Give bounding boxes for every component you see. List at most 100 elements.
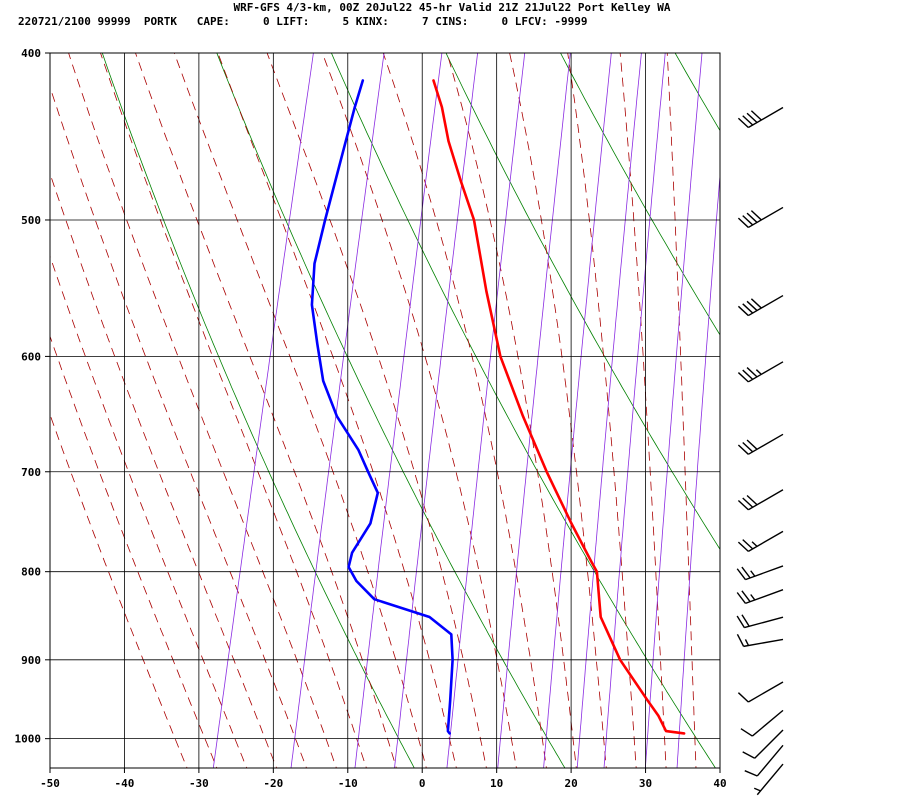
dry-adiabat xyxy=(330,53,716,768)
wind-barb xyxy=(737,206,784,229)
wind-barb xyxy=(744,744,784,777)
barb-half-feather xyxy=(750,594,756,601)
moist-adiabat xyxy=(50,172,278,768)
barb-feather xyxy=(746,439,758,450)
y-tick-label: 800 xyxy=(21,566,41,579)
barb-feather xyxy=(736,592,746,604)
wind-barb xyxy=(736,633,784,648)
barb-staff xyxy=(748,433,784,455)
mixing-ratio-line xyxy=(394,53,479,768)
y-tick-label: 400 xyxy=(21,47,41,60)
mixing-ratio-line xyxy=(497,53,571,768)
x-tick-label: -20 xyxy=(263,777,283,790)
mixing-ratio-line xyxy=(676,171,720,768)
barb-half-feather xyxy=(750,570,756,577)
barb-feather xyxy=(746,300,758,312)
barb-half-feather xyxy=(753,787,761,792)
x-tick-label: 10 xyxy=(490,777,503,790)
barb-feather xyxy=(750,110,762,121)
wind-barb xyxy=(737,361,784,383)
barb-feather xyxy=(740,728,753,737)
barb-staff xyxy=(748,106,784,129)
x-tick-label: 40 xyxy=(713,777,726,790)
barb-feather xyxy=(742,497,754,508)
barb-half-feather xyxy=(755,369,762,375)
barb-feather xyxy=(742,303,754,314)
mixing-ratio-line xyxy=(354,53,443,768)
moist-adiabat xyxy=(509,53,607,768)
mixing-ratio-line xyxy=(446,53,526,768)
y-tick-label: 900 xyxy=(21,654,41,667)
mixing-ratio-line xyxy=(290,53,385,768)
dry-adiabat xyxy=(101,53,415,768)
moist-adiabat xyxy=(321,53,517,768)
wind-barb xyxy=(737,530,784,552)
mixing-ratio-line xyxy=(543,53,612,768)
chart-title: WRF-GFS 4/3-km, 00Z 20Jul22 45-hr Valid … xyxy=(233,1,670,14)
wind-barb xyxy=(737,489,784,511)
mixing-ratio-line xyxy=(576,53,642,768)
barb-feather xyxy=(750,210,762,221)
dry-adiabat xyxy=(674,53,720,132)
barb-feather xyxy=(742,442,754,453)
x-tick-label: 20 xyxy=(564,777,577,790)
dry-adiabat xyxy=(767,15,900,776)
moist-adiabat xyxy=(619,53,667,768)
mixing-ratio-line xyxy=(603,53,666,768)
barb-feather xyxy=(737,444,749,455)
dry-adiabat xyxy=(879,15,900,776)
y-tick-label: 500 xyxy=(21,214,41,227)
wind-barb xyxy=(737,294,784,317)
moist-adiabat xyxy=(50,413,188,768)
barb-feather xyxy=(737,305,749,317)
plot-frame xyxy=(49,52,721,769)
mixing-ratio-line xyxy=(212,53,314,768)
barb-feather xyxy=(737,692,749,703)
barb-feather xyxy=(737,217,749,228)
barb-feather xyxy=(736,633,745,647)
barb-staff xyxy=(744,616,784,629)
moist-adiabat xyxy=(50,254,248,768)
sounding-stats: 220721/2100 99999 PORTK CAPE: 0 LIFT: 5 … xyxy=(18,15,588,28)
barb-feather xyxy=(746,112,758,124)
x-tick-label: -40 xyxy=(115,777,135,790)
wind-barb xyxy=(742,729,784,759)
y-tick-label: 600 xyxy=(21,350,41,363)
barb-staff xyxy=(743,638,784,648)
y-tick-label: 700 xyxy=(21,466,41,479)
barb-half-feather xyxy=(751,541,758,547)
barb-staff xyxy=(745,565,784,581)
mixing-ratio-line xyxy=(644,53,703,768)
x-tick-label: 30 xyxy=(639,777,652,790)
dewpoint-profile xyxy=(310,79,454,735)
wind-barb xyxy=(736,589,784,605)
barb-staff xyxy=(748,489,784,511)
wind-barb xyxy=(736,565,784,581)
barb-staff xyxy=(748,294,784,317)
barb-feather xyxy=(737,541,749,552)
wind-barb xyxy=(753,763,784,796)
x-tick-label: -10 xyxy=(338,777,358,790)
barb-feather xyxy=(736,615,745,628)
moist-adiabat xyxy=(666,53,697,768)
barb-feather xyxy=(741,590,751,603)
barb-feather xyxy=(746,367,758,378)
y-tick-label: 1000 xyxy=(15,733,42,746)
profiles xyxy=(310,79,686,735)
background-lines xyxy=(50,15,900,776)
moist-adiabat xyxy=(135,53,397,768)
barb-feather xyxy=(736,568,746,581)
dry-adiabat xyxy=(216,53,566,768)
wind-barbs xyxy=(736,106,784,796)
barb-staff xyxy=(754,729,784,759)
barb-feather xyxy=(746,212,758,223)
barb-staff xyxy=(756,763,784,796)
moist-adiabat xyxy=(173,53,427,768)
moist-adiabat xyxy=(50,335,218,768)
barb-staff xyxy=(748,206,784,229)
moist-adiabat xyxy=(382,53,547,768)
barb-staff xyxy=(748,681,784,703)
barb-feather xyxy=(744,770,758,777)
barb-staff xyxy=(756,744,784,777)
